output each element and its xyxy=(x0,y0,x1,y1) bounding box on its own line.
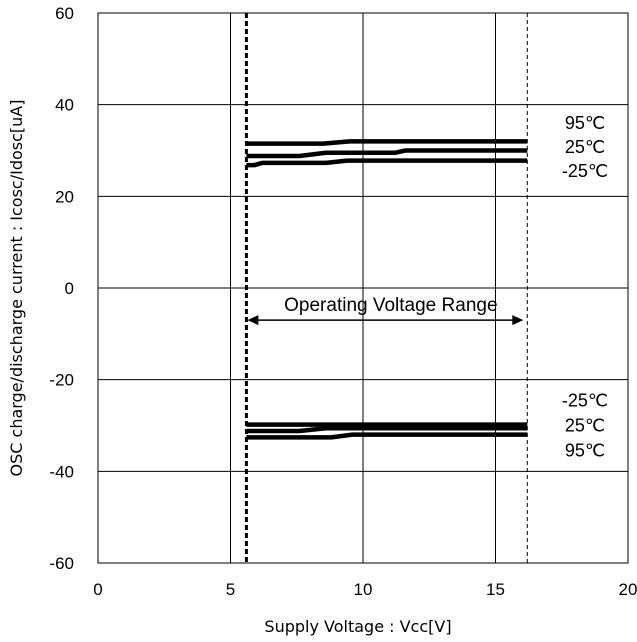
range-arrow-left-head xyxy=(247,315,259,326)
annotation-charge-95: 95℃ xyxy=(565,113,605,133)
y-tick-label: -20 xyxy=(49,371,74,390)
series-line-discharge-95 xyxy=(246,432,528,440)
x-tick-label: 15 xyxy=(486,580,505,599)
y-tick-label: 20 xyxy=(55,187,74,206)
annotation-charge-m25: -25℃ xyxy=(562,161,608,181)
y-tick-label: 60 xyxy=(55,4,74,23)
y-tick-label: 0 xyxy=(65,279,74,298)
annotation-charge-25: 25℃ xyxy=(565,137,605,157)
x-tick-label: 20 xyxy=(619,580,637,599)
series-lines xyxy=(246,139,528,440)
grid-lines xyxy=(98,13,628,563)
y-axis-label: OSC charge/discharge current : Icosc/Ido… xyxy=(7,100,26,477)
x-tick-labels: 0 5 10 15 20 xyxy=(93,580,637,599)
y-tick-label: 40 xyxy=(55,96,74,115)
x-axis-label: Supply Voltage : Vcc[V] xyxy=(264,617,451,636)
y-tick-labels: 60 40 20 0 -20 -40 -60 xyxy=(49,4,74,573)
series-line-discharge-25 xyxy=(246,426,528,434)
range-arrow-right-head xyxy=(512,315,524,326)
operating-range-boundaries xyxy=(244,13,528,563)
operating-range-label: Operating Voltage Range xyxy=(284,295,497,316)
annotation-discharge-95: 95℃ xyxy=(565,441,605,461)
series-line-charge-25 xyxy=(246,148,528,159)
operating-range-arrow xyxy=(247,315,524,326)
annotation-discharge-25: 25℃ xyxy=(565,416,605,436)
x-tick-label: 5 xyxy=(226,580,235,599)
y-tick-label: -60 xyxy=(49,554,74,573)
series-line-charge-m25 xyxy=(246,158,528,168)
y-tick-label: -40 xyxy=(49,462,74,481)
temperature-annotations: 95℃ 25℃ -25℃ -25℃ 25℃ 95℃ xyxy=(562,113,608,461)
annotation-discharge-m25: -25℃ xyxy=(562,390,608,410)
plot-frame xyxy=(97,12,629,564)
series-line-charge-95 xyxy=(246,139,528,146)
x-tick-label: 0 xyxy=(93,580,102,599)
x-tick-label: 10 xyxy=(354,580,373,599)
